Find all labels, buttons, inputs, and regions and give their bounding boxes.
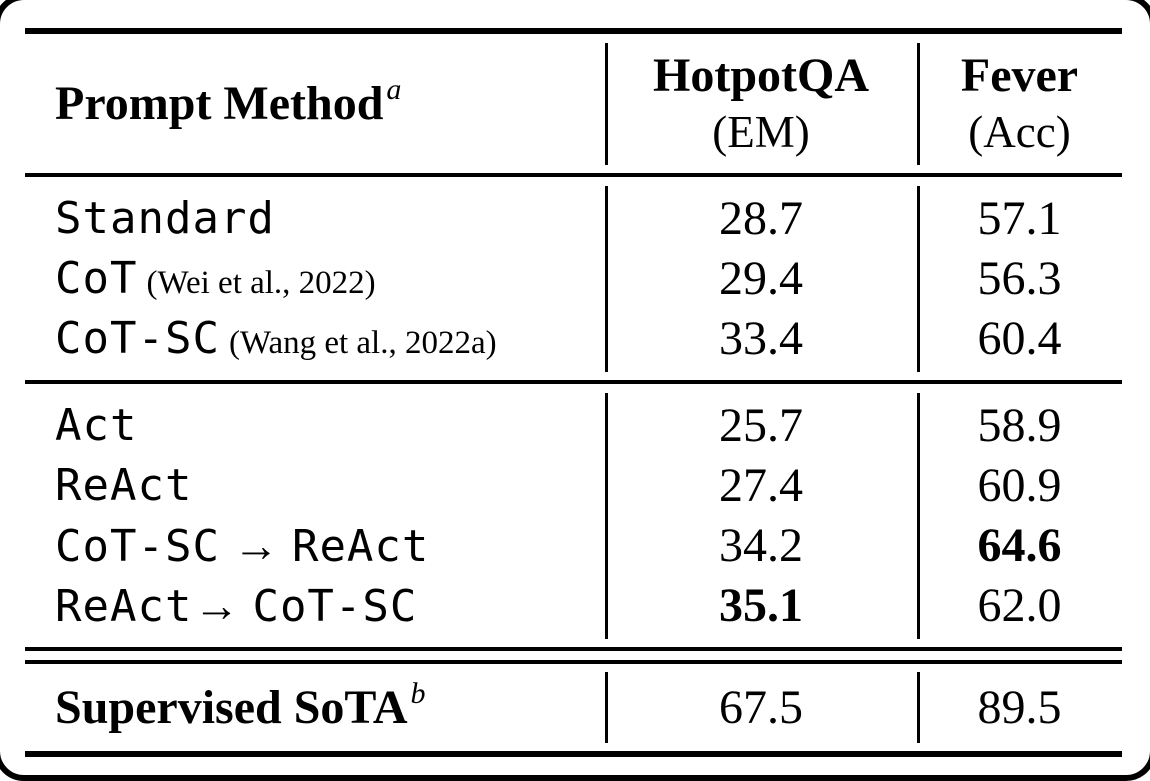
- method-name: CoT (Wei et al., 2022): [25, 249, 605, 309]
- hotpotqa-value: 33.4: [719, 312, 803, 365]
- top-rule: [25, 28, 1122, 34]
- header-hotpotqa-title: HotpotQA: [653, 48, 869, 102]
- method-citation: (Wang et al., 2022a): [228, 325, 497, 361]
- baseline-methods-group: Standard 28.7 57.1 CoT (Wei et al., 2022)…: [25, 177, 1122, 380]
- group-separator-rule: [25, 380, 1122, 384]
- table-row-cot: CoT (Wei et al., 2022) 29.4 56.3: [25, 249, 1122, 309]
- header-separator-rule: [25, 173, 1122, 177]
- fever-value: 58.9: [977, 399, 1062, 452]
- table-row-react-to-cot-sc: ReAct→ CoT-SC 35.1 62.0: [25, 576, 1122, 636]
- header-prompt-method-label: Prompt Method: [55, 77, 384, 130]
- header-fever: Fever (Acc): [917, 34, 1122, 173]
- method-label: ReAct: [55, 460, 193, 511]
- fever-value: 64.6: [977, 519, 1062, 572]
- method-name: CoT-SC → ReAct: [25, 516, 605, 576]
- right-arrow-glyph: →: [232, 520, 279, 571]
- fever-value: 89.5: [977, 681, 1062, 734]
- method-citation: (Wei et al., 2022): [146, 265, 376, 301]
- method-label: ReAct: [291, 521, 430, 572]
- double-rule-bottom: [25, 660, 1122, 664]
- header-hotpotqa: HotpotQA (EM): [605, 34, 917, 173]
- hotpotqa-value: 67.5: [719, 681, 803, 734]
- column-divider: [917, 43, 920, 165]
- double-rule-gap: [25, 651, 1122, 660]
- table-row-act: Act 25.7 58.9: [25, 396, 1122, 456]
- method-label: Act: [55, 400, 138, 451]
- hotpotqa-value: 28.7: [719, 192, 803, 245]
- bottom-rule: [25, 751, 1122, 757]
- column-divider: [605, 672, 608, 743]
- column-divider: [917, 186, 920, 372]
- fever-value: 60.9: [977, 459, 1062, 512]
- header-hotpotqa-metric: (EM): [712, 106, 810, 157]
- right-arrow-glyph: →: [193, 580, 240, 631]
- table-header-row: Prompt Method a HotpotQA (EM) Fever (Acc): [25, 34, 1122, 173]
- column-divider: [605, 186, 608, 372]
- column-divider: [605, 43, 608, 165]
- fever-value: 60.4: [977, 312, 1062, 365]
- supervised-sota-row: Supervised SoTA b 67.5 89.5: [25, 664, 1122, 751]
- header-fever-title: Fever: [960, 48, 1079, 102]
- footnote-marker-b: b: [410, 677, 426, 710]
- column-divider: [917, 672, 920, 743]
- hotpotqa-value: 35.1: [719, 579, 803, 632]
- fever-value: 62.0: [977, 579, 1062, 632]
- method-label: CoT-SC: [252, 581, 418, 632]
- fever-value: 57.1: [977, 192, 1062, 245]
- table-row-cot-sc: CoT-SC (Wang et al., 2022a) 33.4 60.4: [25, 309, 1122, 369]
- method-name: ReAct→ CoT-SC: [25, 576, 605, 636]
- double-rule-top: [25, 647, 1122, 651]
- method-label: CoT: [55, 253, 138, 304]
- hotpotqa-value: 29.4: [719, 252, 803, 305]
- method-label: CoT-SC: [55, 313, 220, 364]
- method-name: ReAct: [25, 456, 605, 516]
- results-table: Prompt Method a HotpotQA (EM) Fever (Acc)…: [25, 28, 1122, 757]
- fever-value: 56.3: [977, 252, 1062, 305]
- header-fever-metric: (Acc): [968, 106, 1071, 157]
- method-label: ReAct: [55, 581, 193, 632]
- method-label: Standard: [55, 193, 275, 244]
- table-row-cot-sc-to-react: CoT-SC → ReAct 34.2 64.6: [25, 516, 1122, 576]
- hotpotqa-value: 34.2: [719, 519, 803, 572]
- method-name: Act: [25, 396, 605, 456]
- column-divider: [605, 393, 608, 639]
- method-name: CoT-SC (Wang et al., 2022a): [25, 309, 605, 369]
- column-divider: [917, 393, 920, 639]
- supervised-sota-label-cell: Supervised SoTA b: [25, 677, 605, 735]
- supervised-sota-label: Supervised SoTA: [55, 681, 408, 734]
- header-prompt-method: Prompt Method a: [25, 73, 605, 131]
- table-row-standard: Standard 28.7 57.1: [25, 189, 1122, 249]
- table-row-react: ReAct 27.4 60.9: [25, 456, 1122, 516]
- acting-methods-group: Act 25.7 58.9 ReAct 27.4 60.9 CoT-SC → ReA…: [25, 384, 1122, 647]
- method-label: CoT-SC: [55, 521, 220, 572]
- footnote-marker-a: a: [386, 73, 402, 106]
- hotpotqa-value: 27.4: [719, 459, 803, 512]
- hotpotqa-value: 25.7: [719, 399, 803, 452]
- method-name: Standard: [25, 189, 605, 249]
